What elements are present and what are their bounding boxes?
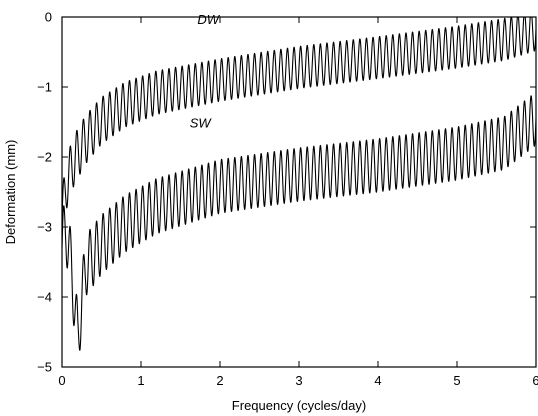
- y-tick-label: −4: [37, 290, 52, 305]
- x-tick-label: 2: [216, 373, 223, 388]
- series-labels: DW SW: [190, 12, 221, 130]
- x-tick-label: 1: [137, 373, 144, 388]
- tick-marks: [61, 16, 537, 368]
- x-tick-label: 3: [295, 373, 302, 388]
- series-label-dw: DW: [197, 12, 220, 27]
- y-tick-label: −3: [37, 220, 52, 235]
- x-tick-label: 5: [453, 373, 460, 388]
- series-line-dw: [61, 16, 537, 221]
- x-tick-label: 4: [374, 373, 381, 388]
- y-tick-label: −1: [37, 80, 52, 95]
- x-tick-label: 0: [58, 373, 65, 388]
- series-lines: [61, 16, 537, 351]
- x-axis-label: Frequency (cycles/day): [232, 398, 366, 413]
- x-tick-label: 6: [532, 373, 538, 388]
- y-tick-labels: 0 −1 −2 −3 −4 −5: [37, 10, 52, 375]
- series-label-sw: SW: [190, 115, 213, 130]
- y-tick-label: −5: [37, 360, 52, 375]
- x-tick-labels: 0 1 2 3 4 5 6: [58, 373, 538, 388]
- y-axis-label: Deformation (mm): [3, 140, 18, 245]
- series-line-sw: [61, 95, 537, 351]
- y-tick-label: −2: [37, 150, 52, 165]
- y-tick-label: 0: [45, 10, 52, 25]
